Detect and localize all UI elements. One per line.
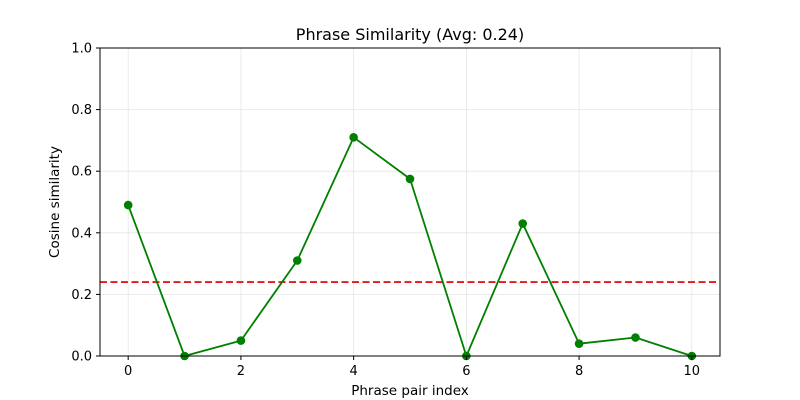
- y-axis-label: Cosine similarity: [47, 146, 63, 258]
- data-point: [236, 336, 246, 345]
- data-point: [631, 333, 640, 342]
- x-tick-label: 4: [349, 364, 357, 379]
- y-tick-label: 0.6: [71, 165, 92, 180]
- x-tick-label: 2: [237, 364, 245, 379]
- series-line: [127, 136, 693, 357]
- y-tick-label: 0.0: [71, 350, 92, 365]
- y-tick-label: 1.0: [71, 42, 92, 57]
- grid: [100, 47, 720, 357]
- data-point: [292, 256, 302, 265]
- series-layer: [123, 133, 697, 361]
- data-point: [405, 174, 415, 184]
- y-tick-label: 0.4: [71, 226, 92, 241]
- chart-title: Phrase Similarity (Avg: 0.24): [296, 25, 524, 44]
- y-tick-label: 0.8: [71, 103, 92, 118]
- ticks: 0 2 4 6 8 10 0.0 0.2 0.4 0.6 0.8 1.0: [71, 42, 700, 380]
- plot-frame: [99, 47, 721, 357]
- data-point: [574, 339, 584, 348]
- x-tick-label: 10: [684, 364, 701, 379]
- data-point: [349, 133, 358, 142]
- data-point: [123, 200, 133, 210]
- data-point: [518, 219, 528, 228]
- x-tick-label: 0: [124, 364, 132, 379]
- x-tick-label: 8: [575, 364, 583, 379]
- x-tick-label: 6: [462, 364, 470, 379]
- y-tick-label: 0.2: [71, 288, 92, 303]
- x-axis-label: Phrase pair index: [351, 383, 469, 399]
